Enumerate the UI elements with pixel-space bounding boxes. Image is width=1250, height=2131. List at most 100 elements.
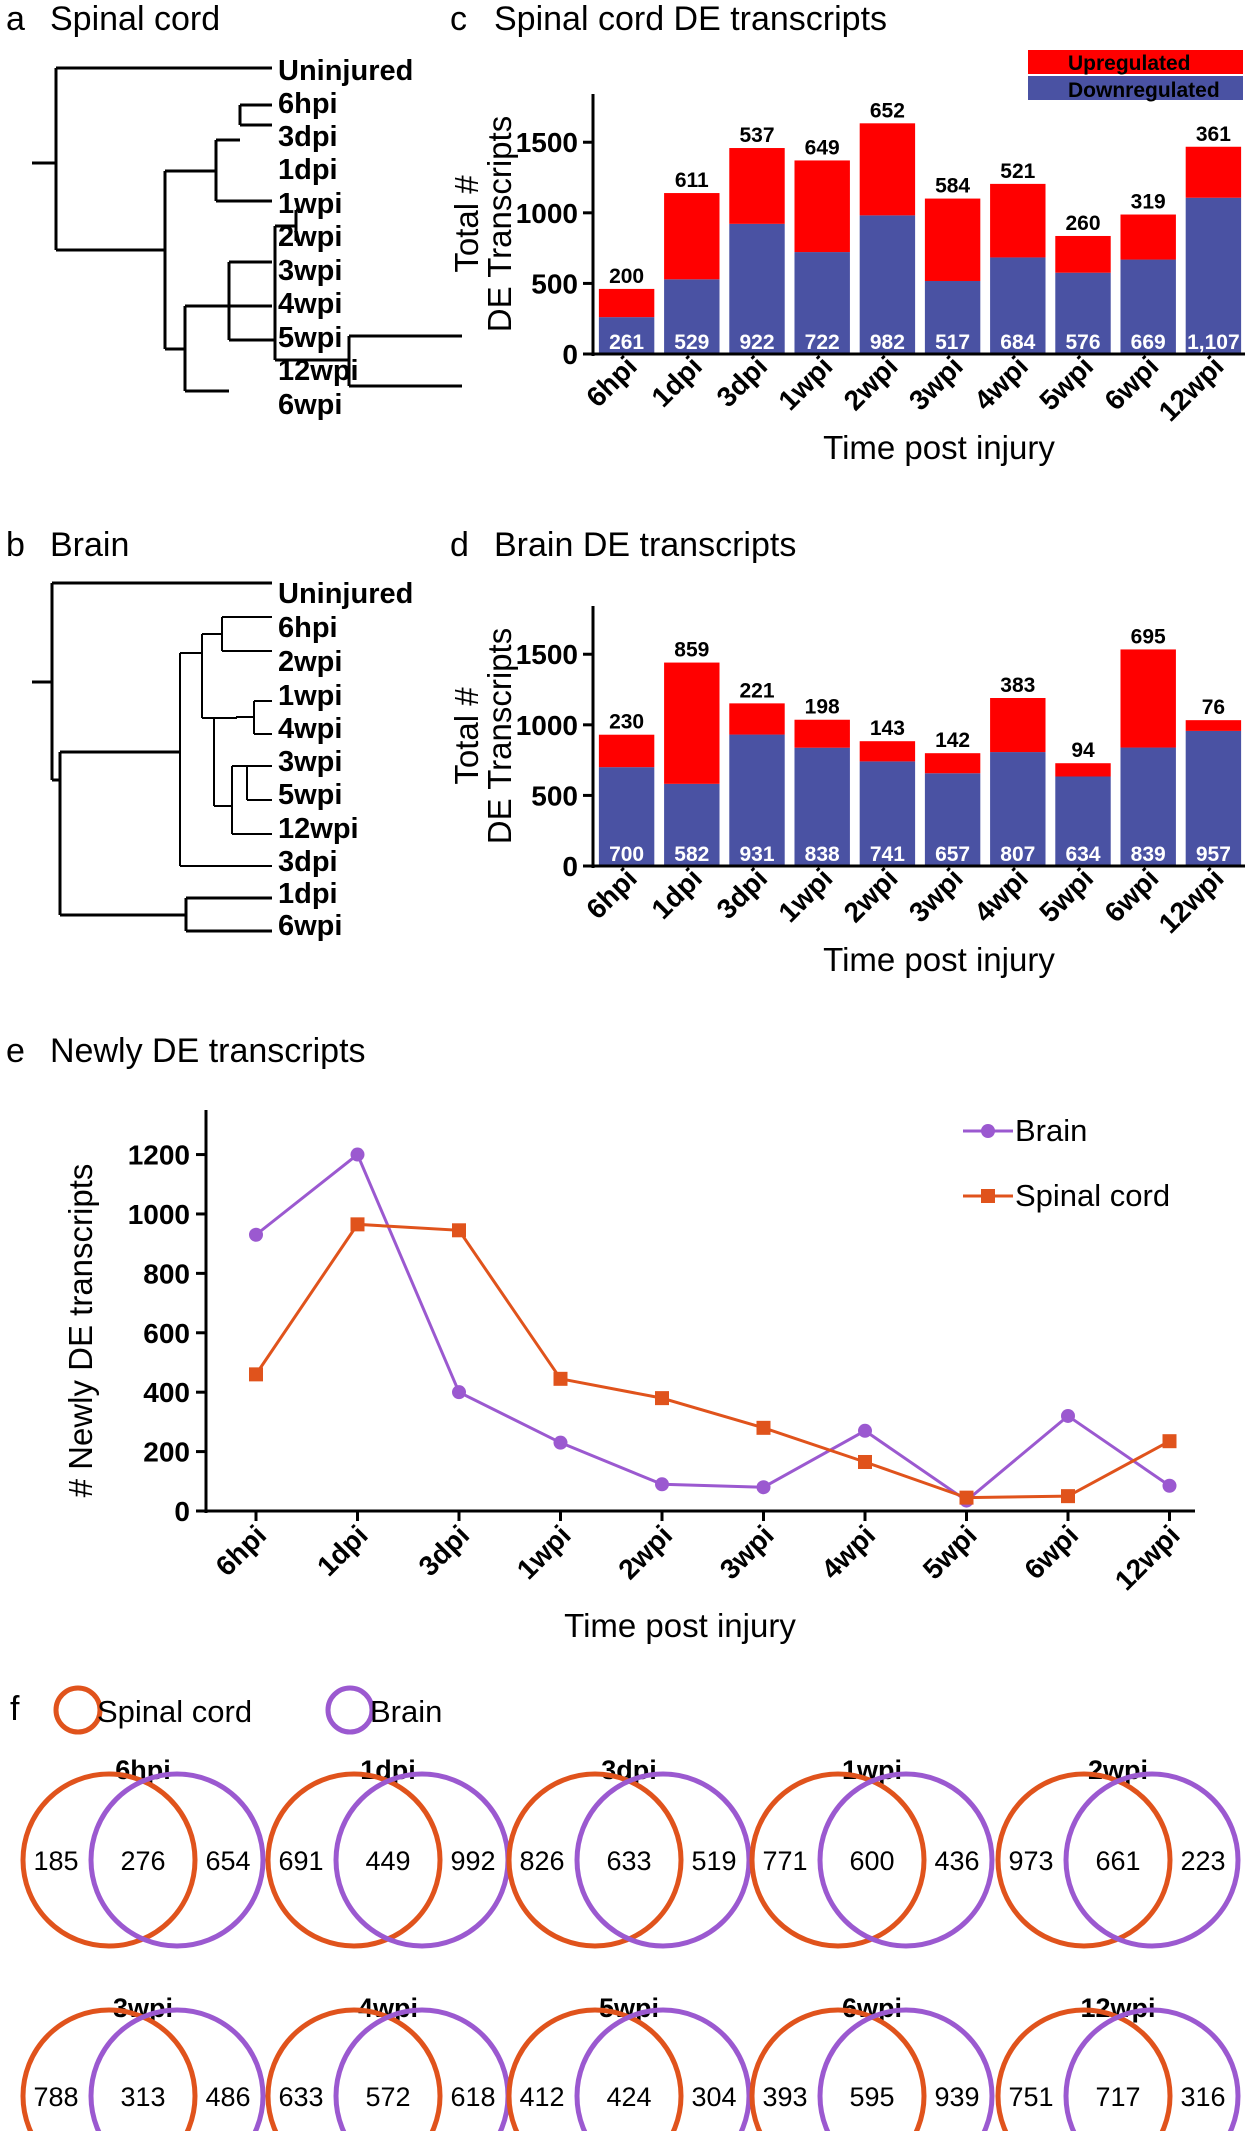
- upregulated-count-label: 319: [1131, 191, 1166, 214]
- upregulated-count-label: 221: [739, 679, 774, 702]
- downregulated-count-label: 669: [1131, 331, 1166, 354]
- x-tick-label: 1dpi: [645, 862, 708, 925]
- x-tick-label: 1wpi: [773, 862, 839, 928]
- spinal-leaf: Uninjured: [278, 55, 413, 87]
- brain-point: [350, 1147, 365, 1162]
- downregulated-count-label: 576: [1065, 331, 1100, 354]
- downregulated-count-label: 684: [1000, 331, 1035, 354]
- venn-spinal-only-count: 826: [519, 1846, 564, 1876]
- panel-b: b Brain Uninjured 6hpi 2wpi 1wpi 4wpi 3w…: [6, 526, 413, 942]
- bar-downregulated: [990, 257, 1046, 354]
- brain-leaf: 2wpi: [278, 646, 342, 678]
- bar-upregulated: [598, 734, 655, 768]
- bar-downregulated: [1055, 776, 1111, 866]
- x-tick-label: 5wpi: [1033, 350, 1099, 416]
- x-tick-label: 2wpi: [838, 862, 904, 928]
- y-axis-title-line2: DE Transcripts: [481, 628, 518, 844]
- downregulated-count-label: 982: [870, 331, 905, 354]
- legend-ring-spinal-cord: [53, 1685, 103, 1735]
- venn-shared-count: 661: [1095, 1846, 1140, 1876]
- venn-shared-count: 633: [606, 1846, 651, 1876]
- brain-dendrogram-leaves: Uninjured 6hpi 2wpi 1wpi 4wpi 3wpi 5wpi …: [278, 578, 413, 942]
- bar-downregulated: [664, 783, 720, 866]
- x-tick-label: 3dpi: [413, 1519, 476, 1582]
- bar-upregulated: [1055, 763, 1111, 777]
- downregulated-count-label: 657: [935, 843, 970, 866]
- brain-leaf: 3dpi: [278, 846, 338, 878]
- venn-circle-brain: [817, 2007, 995, 2131]
- panel-c-letter: c: [450, 0, 467, 38]
- venn-circle-spinal-cord: [749, 1771, 927, 1949]
- downregulated-count-label: 922: [739, 331, 774, 354]
- venn-circle-spinal-cord: [995, 2007, 1173, 2131]
- bar-downregulated: [729, 734, 785, 866]
- x-axis-title: Time post injury: [823, 941, 1055, 978]
- bar-upregulated: [859, 741, 916, 762]
- venn-circle-spinal-cord: [506, 1771, 684, 1949]
- series-line-spinal-cord: [254, 1222, 1171, 1500]
- x-tick-label: 12wpi: [1109, 1519, 1186, 1596]
- upregulated-count-label: 859: [674, 639, 709, 662]
- upregulated-count-label: 94: [1071, 739, 1095, 762]
- bar-downregulated: [924, 773, 981, 866]
- brain-point: [756, 1480, 771, 1495]
- bar-downregulated: [1120, 259, 1176, 354]
- x-tick-label: 2wpi: [612, 1519, 678, 1585]
- bar-downregulated: [598, 767, 655, 866]
- legend-label-brain: Brain: [1015, 1113, 1087, 1148]
- venn-circle-brain: [333, 2007, 511, 2131]
- y-tick-label: 1200: [128, 1140, 190, 1171]
- bar-upregulated: [990, 698, 1046, 753]
- spinal-leaf: 3dpi: [278, 121, 338, 153]
- bar-downregulated: [1120, 747, 1176, 866]
- bar-upregulated: [729, 148, 785, 224]
- x-tick-label: 5wpi: [1033, 862, 1099, 928]
- brain-leaf: 6hpi: [278, 612, 338, 644]
- brain-leaf: 1wpi: [278, 680, 342, 712]
- panel-e-letter: e: [6, 1032, 25, 1070]
- y-tick-label: 0: [174, 1496, 190, 1527]
- legend-swatch-downregulated: [1028, 76, 1243, 100]
- brain-point: [249, 1227, 263, 1242]
- brain-leaf: 5wpi: [278, 779, 342, 811]
- venn-shared-count: 313: [120, 2082, 165, 2112]
- downregulated-count-label: 807: [1000, 843, 1035, 866]
- bar-upregulated: [859, 123, 916, 216]
- y-tick-label: 500: [531, 268, 578, 299]
- spinal-leaf: 6hpi: [278, 88, 338, 120]
- venn-circle-spinal-cord: [995, 1771, 1173, 1949]
- spinal-leaf: 5wpi: [278, 322, 342, 354]
- series-line-brain: [255, 1152, 1171, 1503]
- upregulated-count-label: 260: [1065, 212, 1100, 235]
- spinal-leaf: 12wpi: [278, 355, 359, 387]
- downregulated-count-label: 634: [1065, 843, 1100, 866]
- venn-shared-count: 717: [1095, 2082, 1140, 2112]
- brain-point: [655, 1477, 669, 1492]
- x-tick-label: 6hpi: [580, 862, 643, 925]
- venn-brain-only-count: 316: [1180, 2082, 1225, 2112]
- x-tick-label: 3dpi: [711, 862, 774, 925]
- upregulated-count-label: 142: [935, 729, 970, 752]
- spinal-cord-point: [959, 1490, 974, 1505]
- upregulated-count-label: 383: [1000, 674, 1035, 697]
- venn-shared-count: 595: [849, 2082, 894, 2112]
- x-tick-label: 4wpi: [815, 1519, 881, 1585]
- bar-downregulated: [859, 215, 916, 354]
- venn-spinal-only-count: 751: [1008, 2082, 1053, 2112]
- bar-downregulated: [990, 752, 1046, 866]
- panel-d-letter: d: [450, 526, 469, 564]
- brain-point: [1162, 1478, 1177, 1493]
- y-axis-title-line1: Total #: [448, 687, 485, 785]
- legend-label-downregulated: Downregulated: [1068, 79, 1220, 102]
- downregulated-count-label: 700: [609, 843, 644, 866]
- legend-label-upregulated: Upregulated: [1068, 52, 1191, 75]
- bar-upregulated: [1185, 146, 1242, 198]
- venn-circle-brain: [1063, 2007, 1241, 2131]
- y-tick-label: 800: [143, 1258, 190, 1289]
- downregulated-count-label: 261: [609, 331, 644, 354]
- y-tick-label: 1000: [128, 1199, 190, 1230]
